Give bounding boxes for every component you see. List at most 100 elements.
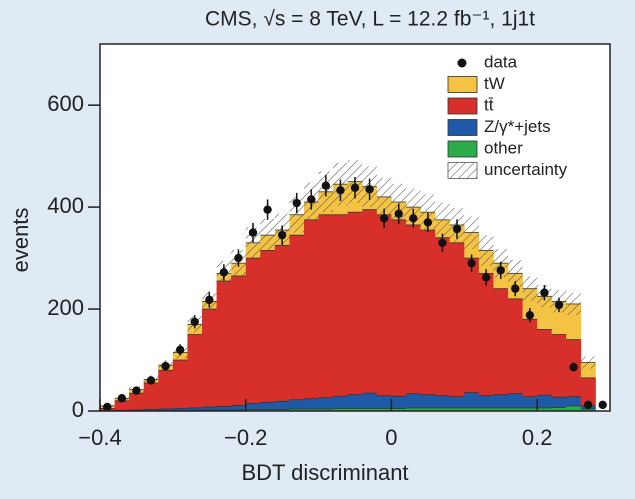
data-point [554,300,564,310]
uncertainty-band [435,202,450,238]
histogram-bar [260,402,276,410]
histogram-bar [478,407,494,411]
data-point [481,273,491,282]
data-point [438,238,447,247]
histogram-bar [391,219,407,397]
uncertainty-band [522,276,538,301]
data-point [205,295,214,305]
uncertainty-band [245,227,261,259]
histogram-bar [143,409,159,411]
data-point [161,361,170,371]
uncertainty-band [376,177,392,217]
uncertainty-band [391,183,406,221]
histogram-bar [274,401,290,410]
histogram-bar [551,407,567,411]
histogram-bar [580,408,596,411]
uncertainty-band [508,260,523,287]
histogram-bar [376,214,392,396]
histogram-bar [508,298,523,394]
histogram-bar [187,407,203,411]
histogram-bar [231,275,247,406]
histogram-bar [508,393,523,408]
histogram-bar [158,408,174,411]
data-point [321,181,331,190]
histogram-bar [478,273,494,396]
uncertainty-band [464,216,479,249]
x-tick-label: 0.2 [522,425,553,450]
histogram-bar [245,258,261,404]
data-point [190,317,199,326]
histogram-bar [347,394,363,409]
y-tick-label: 200 [47,295,84,320]
histogram-bar [537,395,553,408]
data-point [511,284,520,293]
histogram-bar [406,224,421,394]
data-point [467,258,476,268]
histogram-bar [493,407,509,411]
histogram-bar [537,329,553,396]
histogram-bar [333,396,349,409]
data-point [452,224,462,234]
y-tick-label: 600 [47,91,84,116]
uncertainty-band [580,356,596,369]
histogram-bar [289,235,305,400]
data-point [423,218,433,227]
histogram-bar [420,230,436,395]
y-tick-label: 400 [47,193,84,218]
data-point [350,183,360,192]
histogram-bar [318,214,334,398]
data-point [525,310,535,320]
histogram-bar [202,309,217,407]
data-point [569,362,578,372]
legend-label: other [484,138,523,157]
histogram-bar [187,334,203,408]
histogram-bar [435,407,451,411]
histogram-bar [464,258,480,393]
histogram-bar [318,408,334,411]
histogram-bar [566,396,582,406]
histogram-bar [289,408,305,411]
histogram-bar [435,237,451,396]
histogram-bar [260,250,276,403]
histogram-bar [129,393,145,410]
histogram-bar [304,398,319,409]
chart-title: CMS, √s = 8 TeV, L = 12.2 fb⁻¹, 1j1t [205,8,535,31]
data-point [292,198,301,208]
uncertainty-band [566,292,581,316]
legend-swatch [447,140,478,158]
histogram-bar [522,407,538,411]
legend-swatch [447,97,478,115]
histogram-bar [304,219,319,399]
histogram-bar [537,407,553,411]
y-axis-label: events [8,208,33,273]
histogram-bar [158,370,174,409]
histogram-bar [245,409,261,411]
histogram-bar [216,406,232,410]
legend-swatch [447,76,478,93]
legend-swatch [447,119,478,136]
histogram-bar [260,409,276,411]
histogram-bar [522,396,538,408]
histogram-bar [362,393,378,409]
histogram-bar [347,212,363,395]
data-point [307,195,316,204]
histogram-bar [464,392,480,408]
data-point [409,214,418,223]
x-tick-label: −0.4 [78,425,121,450]
uncertainty-band [289,196,304,233]
histogram-bar [551,334,567,398]
data-point [263,205,272,214]
data-point [540,288,549,297]
histogram-bar [274,245,290,402]
histogram-bar [391,396,407,409]
histogram-bar [114,400,130,411]
histogram-bar [274,409,290,411]
data-point [146,376,156,385]
histogram-bar [289,399,305,409]
data-point [117,394,127,403]
uncertainty-band [478,235,494,266]
histogram-bar [406,407,421,411]
uncertainty-band [260,218,275,252]
legend-label: tW [484,74,505,93]
